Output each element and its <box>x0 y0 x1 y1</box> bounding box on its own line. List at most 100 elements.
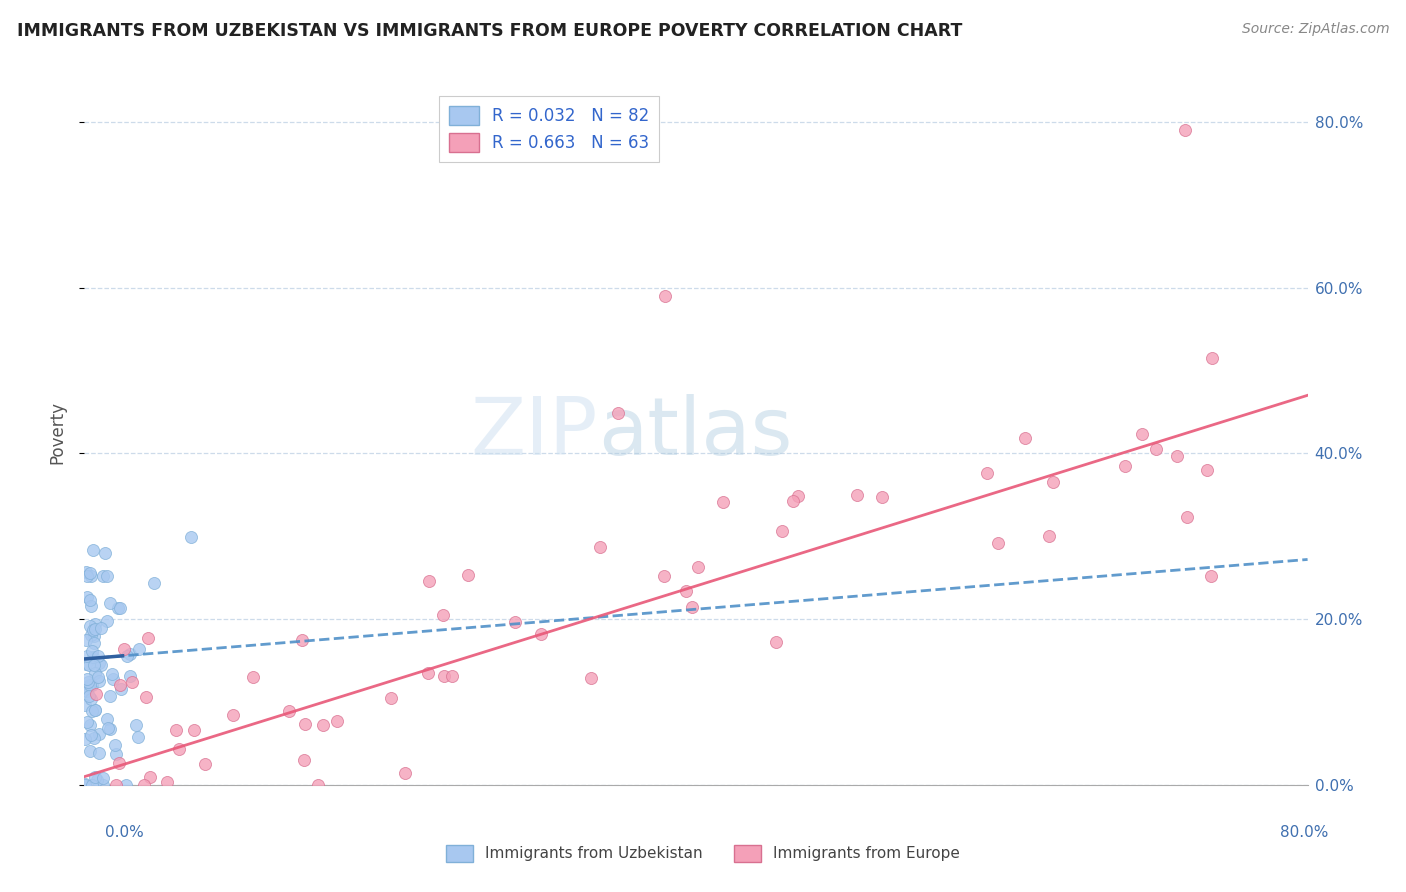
Point <box>1038 529 1060 543</box>
Point <box>82 649 104 664</box>
Point <box>845 488 868 502</box>
Point <box>73 777 96 791</box>
Point <box>222 708 245 723</box>
Point <box>76 569 98 583</box>
Point <box>127 731 149 745</box>
Point <box>711 495 734 509</box>
Point <box>138 770 160 784</box>
Point <box>91 568 114 582</box>
Point <box>782 494 804 508</box>
Point <box>104 739 127 753</box>
Point <box>82 624 104 638</box>
Point <box>75 698 97 712</box>
Point <box>105 747 128 762</box>
Point <box>90 657 112 672</box>
Point <box>128 641 150 656</box>
Point <box>125 718 148 732</box>
Point <box>91 771 114 785</box>
Point <box>108 756 131 771</box>
Point <box>96 568 118 582</box>
Point <box>83 622 105 636</box>
Point <box>98 596 121 610</box>
Point <box>654 289 676 303</box>
Point <box>787 489 810 503</box>
Point <box>870 490 893 504</box>
Point <box>76 684 98 698</box>
Text: 0.0%: 0.0% <box>105 825 145 840</box>
Point <box>104 778 127 792</box>
Point <box>156 774 179 789</box>
Point <box>80 628 103 642</box>
Point <box>75 778 97 792</box>
Point <box>76 715 98 730</box>
Text: 80.0%: 80.0% <box>1281 825 1329 840</box>
Point <box>589 541 612 555</box>
Point <box>87 727 110 741</box>
Point <box>83 657 105 672</box>
Text: Source: ZipAtlas.com: Source: ZipAtlas.com <box>1241 22 1389 37</box>
Point <box>194 756 217 771</box>
Point <box>107 601 129 615</box>
Point <box>675 584 697 599</box>
Point <box>770 524 793 538</box>
Point <box>75 684 97 698</box>
Point <box>80 599 103 613</box>
Point <box>90 621 112 635</box>
Point <box>101 666 124 681</box>
Point <box>652 569 675 583</box>
Point <box>83 703 105 717</box>
Point <box>242 670 264 684</box>
Point <box>84 616 107 631</box>
Point <box>433 669 456 683</box>
Point <box>97 721 120 735</box>
Point <box>291 632 314 647</box>
Point <box>183 723 205 737</box>
Point <box>1174 123 1197 137</box>
Point <box>79 618 101 632</box>
Point <box>86 670 108 684</box>
Point <box>987 535 1010 549</box>
Point <box>79 678 101 692</box>
Point <box>142 576 165 591</box>
Point <box>180 530 202 544</box>
Point <box>607 406 630 420</box>
Point <box>1014 431 1036 445</box>
Point <box>84 687 107 701</box>
Text: ZIP: ZIP <box>471 393 598 472</box>
Point <box>110 681 132 696</box>
Point <box>96 713 118 727</box>
Point <box>75 565 97 579</box>
Point <box>136 631 159 645</box>
Point <box>76 675 98 690</box>
Point <box>83 636 105 650</box>
Point <box>1195 462 1218 476</box>
Point <box>84 703 107 717</box>
Point <box>686 559 709 574</box>
Point <box>79 718 101 732</box>
Point <box>76 591 98 605</box>
Point <box>118 647 141 661</box>
Point <box>83 628 105 642</box>
Point <box>457 567 479 582</box>
Point <box>101 672 124 686</box>
Point <box>82 543 104 558</box>
Point <box>87 649 110 664</box>
Point <box>80 678 103 692</box>
Point <box>134 778 156 792</box>
Point <box>1042 475 1064 490</box>
Point <box>76 649 98 664</box>
Point <box>108 600 131 615</box>
Point <box>83 731 105 745</box>
Point <box>121 675 143 690</box>
Point <box>1201 351 1223 366</box>
Point <box>432 608 454 623</box>
Y-axis label: Poverty: Poverty <box>48 401 66 464</box>
Point <box>84 770 107 784</box>
Point <box>311 718 333 732</box>
Point <box>1144 442 1167 457</box>
Point <box>77 689 100 703</box>
Point <box>681 599 703 614</box>
Point <box>96 614 118 628</box>
Point <box>108 678 131 692</box>
Point <box>1130 427 1153 442</box>
